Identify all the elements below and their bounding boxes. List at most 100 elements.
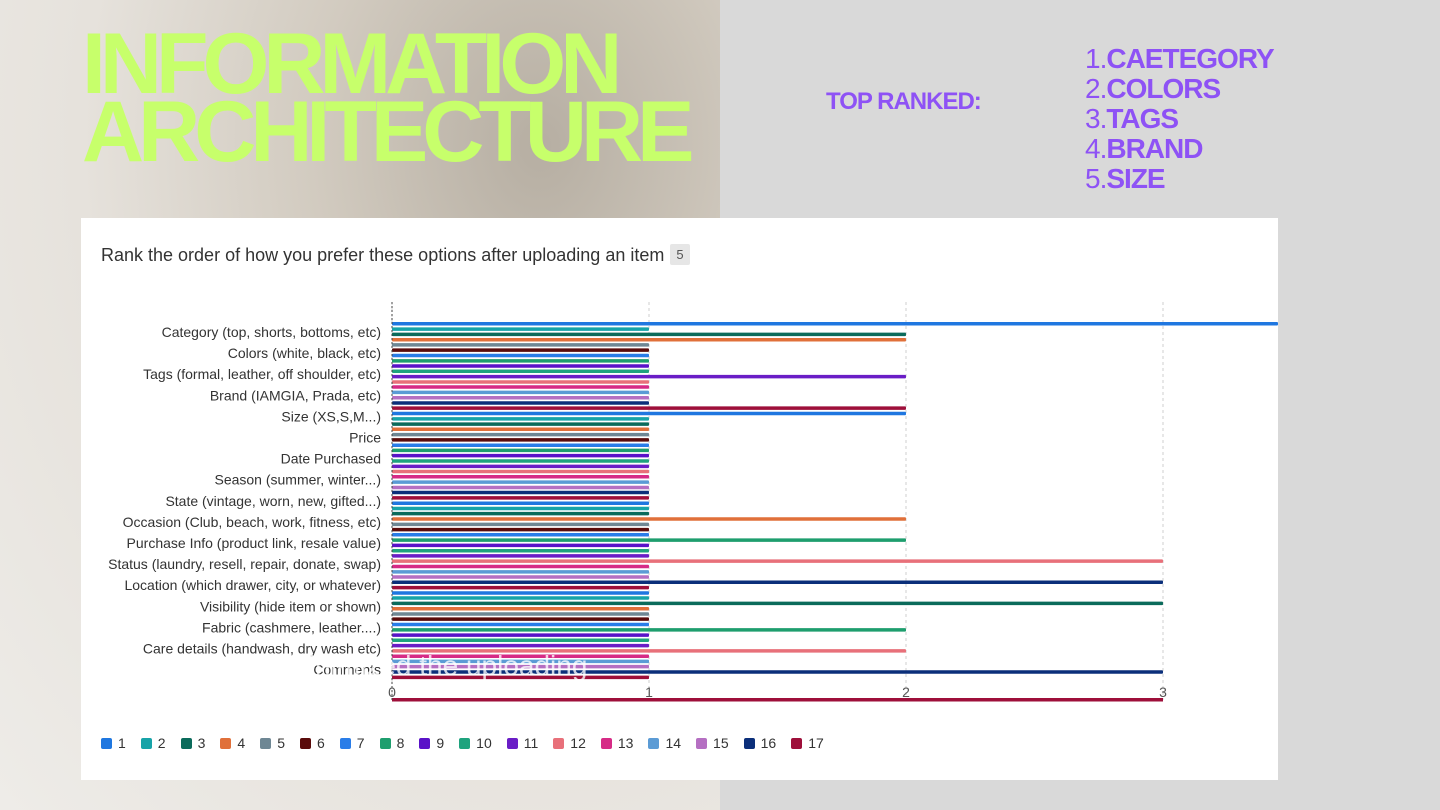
x-tick-label: 3 bbox=[1159, 684, 1167, 700]
legend-label: 11 bbox=[523, 735, 539, 751]
legend-swatch bbox=[600, 737, 612, 749]
chart-bar bbox=[392, 327, 649, 331]
ranked-num: 1. bbox=[1085, 43, 1107, 74]
chart-bar bbox=[392, 422, 649, 426]
legend-item[interactable]: 7 bbox=[339, 735, 365, 751]
chart-bar bbox=[392, 554, 649, 558]
category-label: Brand (IAMGIA, Prada, etc) bbox=[210, 387, 381, 403]
legend-item[interactable]: 14 bbox=[648, 735, 681, 751]
chart-bar bbox=[392, 511, 649, 516]
chart-bar bbox=[392, 654, 649, 658]
legend-swatch bbox=[743, 737, 755, 749]
chart-bar bbox=[392, 549, 649, 553]
chart-bar bbox=[392, 490, 649, 495]
category-label: Location (which drawer, city, or whateve… bbox=[124, 577, 381, 593]
chart-bar bbox=[392, 485, 649, 490]
hero-title: INFORMATION ARCHITECTURE bbox=[82, 16, 694, 180]
legend-item[interactable]: 10 bbox=[459, 735, 492, 751]
legend-swatch bbox=[220, 737, 232, 749]
legend-swatch bbox=[419, 737, 431, 749]
legend-swatch bbox=[506, 737, 518, 749]
chart-bar bbox=[392, 670, 1163, 674]
ranked-item: 3.TAGS bbox=[1085, 104, 1274, 134]
legend-item[interactable]: 4 bbox=[220, 735, 245, 751]
chart-bar bbox=[392, 659, 649, 664]
chart-bar bbox=[392, 633, 649, 637]
chart-bar bbox=[392, 464, 649, 469]
legend-item[interactable]: 17 bbox=[791, 735, 824, 751]
chart-question: Rank the order of how you prefer these o… bbox=[101, 244, 690, 266]
chart-bar bbox=[392, 527, 649, 532]
legend-swatch bbox=[260, 737, 272, 749]
chart-bar bbox=[392, 443, 649, 447]
ranked-text: TAGS bbox=[1106, 103, 1179, 134]
category-label: Comments bbox=[313, 662, 381, 678]
chart-bar bbox=[392, 348, 649, 352]
ranked-num: 5. bbox=[1085, 163, 1107, 194]
chart-bar bbox=[392, 596, 649, 600]
legend-swatch bbox=[791, 737, 803, 749]
chart-bar bbox=[392, 401, 649, 405]
legend-swatch bbox=[101, 737, 112, 749]
hero-title-line1: INFORMATION bbox=[82, 16, 622, 112]
chart-legend: 1 2 3 4 5 6 7 8 9 10 11 12 13 14 15 16 17 bbox=[101, 735, 839, 751]
legend-label: 15 bbox=[713, 735, 729, 751]
legend-item[interactable]: 11 bbox=[506, 735, 539, 751]
legend-item[interactable]: 9 bbox=[419, 735, 444, 751]
legend-item[interactable]: 6 bbox=[299, 735, 325, 751]
category-label: Fabric (cashmere, leather....) bbox=[202, 619, 381, 635]
ranking-bar-chart: Category (top, shorts, bottoms, etc) Colo… bbox=[108, 302, 1278, 702]
ranked-text: SIZE bbox=[1106, 163, 1165, 194]
legend-item[interactable]: 13 bbox=[600, 735, 634, 751]
legend-item[interactable]: 5 bbox=[260, 735, 285, 751]
category-label: Colors (white, black, etc) bbox=[228, 345, 381, 361]
legend-item[interactable]: 15 bbox=[696, 735, 729, 751]
chart-bar bbox=[392, 628, 906, 632]
chart-bar bbox=[392, 585, 649, 590]
category-label: Care details (handwash, dry wash etc) bbox=[143, 641, 381, 657]
legend-label: 14 bbox=[665, 735, 682, 751]
legend-item[interactable]: 1 bbox=[101, 735, 126, 751]
legend-swatch bbox=[379, 737, 391, 749]
top-ranked-label: TOP RANKED: bbox=[826, 88, 982, 115]
legend-label: 4 bbox=[237, 735, 246, 751]
chart-bar bbox=[392, 417, 649, 421]
legend-item[interactable]: 3 bbox=[180, 735, 205, 751]
chart-bar bbox=[392, 580, 1163, 585]
legend-swatch bbox=[339, 737, 351, 749]
chart-bar bbox=[392, 459, 649, 463]
legend-label: 6 bbox=[316, 735, 325, 751]
legend-label: 7 bbox=[356, 735, 365, 751]
chart-bar bbox=[392, 617, 649, 621]
chart-bar bbox=[392, 453, 649, 458]
x-tick-label: 1 bbox=[645, 684, 653, 700]
chart-bar bbox=[392, 338, 906, 342]
legend-label: 5 bbox=[277, 735, 285, 751]
chart-bar bbox=[392, 369, 649, 374]
chart-bar bbox=[392, 475, 649, 479]
legend-item[interactable]: 16 bbox=[743, 735, 776, 751]
legend-item[interactable]: 8 bbox=[379, 735, 404, 751]
chart-card: Rank the order of how you prefer these o… bbox=[81, 218, 1278, 780]
chart-bar bbox=[392, 564, 649, 569]
category-label: Date Purchased bbox=[281, 451, 381, 467]
chart-bar bbox=[392, 649, 906, 653]
chart-bar bbox=[392, 622, 649, 627]
chart-bar bbox=[392, 395, 649, 400]
x-tick-label: 2 bbox=[902, 684, 910, 700]
legend-label: 13 bbox=[617, 735, 634, 751]
legend-label: 2 bbox=[157, 735, 166, 751]
chart-bar bbox=[392, 469, 649, 474]
hero-title-line2: ARCHITECTURE bbox=[82, 84, 694, 180]
ranked-text: BRAND bbox=[1106, 133, 1203, 164]
legend-swatch bbox=[696, 737, 708, 749]
chart-title: Rank the order of how you prefer these o… bbox=[101, 245, 665, 265]
legend-swatch bbox=[553, 737, 565, 749]
x-tick-label: 0 bbox=[388, 684, 396, 700]
legend-item[interactable]: 12 bbox=[553, 735, 586, 751]
category-label: Tags (formal, leather, off shoulder, etc… bbox=[143, 366, 381, 382]
chart-bar bbox=[392, 612, 649, 616]
legend-item[interactable]: 2 bbox=[140, 735, 166, 751]
chart-bar bbox=[392, 517, 906, 521]
chart-bar bbox=[392, 675, 649, 680]
